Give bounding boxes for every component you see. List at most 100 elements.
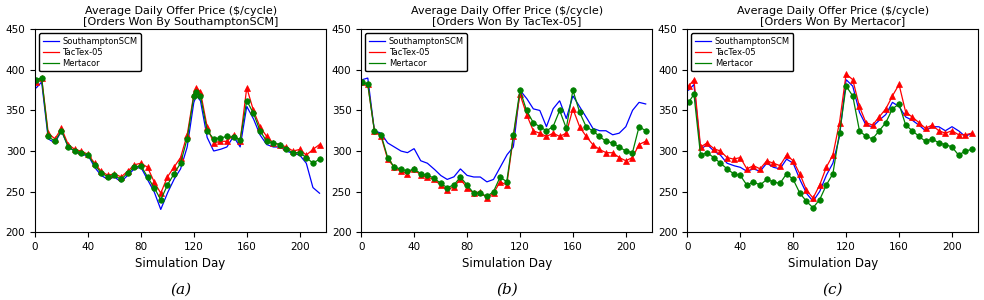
Mertacor: [196, 100, 208, 103]
SouthamptonSCM: [374, 131, 386, 135]
Mertacor: [572, 104, 584, 108]
SouthamptonSCM: [966, 131, 978, 135]
Mertacor: [48, 139, 60, 142]
Line: Mertacor: Mertacor: [36, 78, 320, 200]
Legend: SouthamptonSCM, TacTex-05, Mertacor: SouthamptonSCM, TacTex-05, Mertacor: [692, 34, 793, 71]
Mertacor: [35, 76, 47, 80]
Mertacor: [374, 132, 386, 136]
Mertacor: [640, 129, 651, 133]
SouthamptonSCM: [898, 113, 910, 116]
X-axis label: Simulation Day: Simulation Day: [788, 257, 878, 270]
SouthamptonSCM: [601, 130, 613, 133]
Mertacor: [275, 143, 286, 147]
SouthamptonSCM: [927, 125, 939, 128]
Line: SouthamptonSCM: SouthamptonSCM: [36, 82, 320, 209]
TacTex-05: [898, 104, 910, 107]
TacTex-05: [807, 196, 819, 200]
Mertacor: [683, 100, 695, 104]
TacTex-05: [203, 130, 215, 133]
Mertacor: [31, 78, 42, 81]
Mertacor: [528, 122, 540, 125]
Mertacor: [966, 148, 978, 151]
Mertacor: [807, 206, 819, 210]
TacTex-05: [314, 143, 326, 146]
Mertacor: [522, 110, 533, 114]
Line: TacTex-05: TacTex-05: [362, 82, 646, 198]
SouthamptonSCM: [855, 114, 867, 118]
Line: TacTex-05: TacTex-05: [36, 78, 320, 193]
Title: Average Daily Offer Price ($/cycle)
[Orders Won By SouthamptonSCM]: Average Daily Offer Price ($/cycle) [Ord…: [83, 6, 278, 27]
Mertacor: [700, 151, 711, 155]
TacTex-05: [572, 120, 584, 123]
SouthamptonSCM: [640, 102, 651, 106]
Text: (b): (b): [496, 283, 518, 297]
Line: Mertacor: Mertacor: [689, 86, 972, 208]
TacTex-05: [528, 130, 540, 133]
TacTex-05: [537, 133, 549, 137]
TacTex-05: [275, 143, 286, 147]
SouthamptonSCM: [481, 180, 493, 184]
SouthamptonSCM: [807, 200, 819, 203]
TacTex-05: [864, 122, 876, 126]
SouthamptonSCM: [700, 144, 711, 147]
SouthamptonSCM: [48, 141, 60, 144]
TacTex-05: [35, 76, 47, 80]
SouthamptonSCM: [31, 86, 42, 89]
TacTex-05: [683, 84, 695, 88]
SouthamptonSCM: [356, 78, 368, 81]
Text: (c): (c): [823, 283, 843, 297]
Mertacor: [154, 198, 166, 202]
Mertacor: [848, 100, 860, 103]
TacTex-05: [855, 109, 867, 113]
TacTex-05: [48, 136, 60, 140]
SouthamptonSCM: [246, 114, 258, 118]
TacTex-05: [356, 80, 368, 84]
TacTex-05: [700, 142, 711, 146]
TacTex-05: [154, 191, 166, 195]
SouthamptonSCM: [203, 140, 215, 143]
Mertacor: [840, 85, 852, 88]
TacTex-05: [927, 124, 939, 128]
Mertacor: [203, 131, 215, 135]
TacTex-05: [481, 196, 493, 200]
SouthamptonSCM: [275, 146, 286, 149]
Mertacor: [356, 80, 368, 84]
SouthamptonSCM: [361, 76, 373, 80]
Mertacor: [898, 118, 910, 122]
TacTex-05: [31, 80, 42, 84]
SouthamptonSCM: [196, 105, 208, 108]
Text: (a): (a): [170, 283, 191, 297]
Legend: SouthamptonSCM, TacTex-05, Mertacor: SouthamptonSCM, TacTex-05, Mertacor: [39, 34, 141, 71]
X-axis label: Simulation Day: Simulation Day: [461, 257, 552, 270]
SouthamptonSCM: [683, 88, 695, 92]
SouthamptonSCM: [154, 208, 166, 211]
Line: SouthamptonSCM: SouthamptonSCM: [689, 80, 972, 201]
TacTex-05: [212, 140, 223, 144]
TacTex-05: [246, 103, 258, 107]
Mertacor: [481, 195, 493, 198]
TacTex-05: [522, 115, 533, 118]
SouthamptonSCM: [529, 107, 541, 111]
SouthamptonSCM: [314, 191, 326, 195]
SouthamptonSCM: [572, 102, 584, 106]
SouthamptonSCM: [212, 148, 223, 152]
Mertacor: [314, 157, 326, 161]
Mertacor: [855, 130, 867, 134]
Title: Average Daily Offer Price ($/cycle)
[Orders Won By TacTex-05]: Average Daily Offer Price ($/cycle) [Ord…: [410, 6, 603, 27]
Title: Average Daily Offer Price ($/cycle)
[Orders Won By Mertacor]: Average Daily Offer Price ($/cycle) [Ord…: [737, 6, 929, 27]
SouthamptonSCM: [522, 98, 533, 102]
SouthamptonSCM: [864, 124, 876, 128]
TacTex-05: [840, 72, 852, 76]
SouthamptonSCM: [848, 88, 860, 92]
Mertacor: [864, 136, 876, 140]
SouthamptonSCM: [840, 78, 852, 82]
TacTex-05: [601, 151, 613, 154]
TacTex-05: [966, 131, 978, 135]
TacTex-05: [196, 96, 208, 99]
TacTex-05: [848, 82, 860, 86]
Mertacor: [212, 136, 223, 140]
X-axis label: Simulation Day: Simulation Day: [136, 257, 225, 270]
Mertacor: [246, 108, 258, 112]
SouthamptonSCM: [35, 80, 47, 84]
Mertacor: [927, 138, 939, 141]
